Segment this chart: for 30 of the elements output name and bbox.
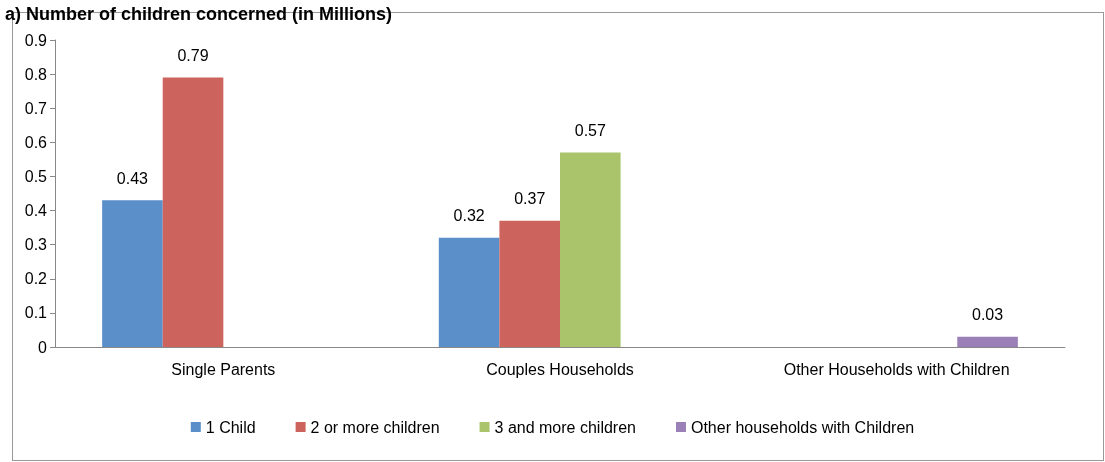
data-label: 0.03	[972, 306, 1004, 324]
y-tick-label: 0.2	[24, 270, 48, 288]
legend-label: 2 or more children	[310, 418, 440, 436]
y-tick-label: 0	[38, 338, 48, 356]
y-tick-label: 0.5	[24, 167, 48, 185]
data-label: 0.79	[177, 47, 209, 65]
legend-label: Other households with Children	[690, 418, 915, 436]
bar	[102, 200, 163, 347]
bar	[560, 152, 621, 347]
data-label: 0.32	[453, 207, 485, 225]
bar	[957, 336, 1018, 347]
y-tick-label: 0.8	[24, 65, 48, 83]
x-tick-label: Couples Households	[486, 360, 634, 378]
legend-label: 3 and more children	[494, 418, 636, 436]
x-tick-label: Single Parents	[171, 360, 276, 378]
x-tick-label: Other Households with Children	[783, 360, 1010, 378]
data-label: 0.37	[514, 190, 546, 208]
chart-title: a) Number of children concerned (in Millions)	[5, 4, 393, 24]
y-tick-label: 0.3	[24, 236, 48, 254]
y-tick-label: 0.6	[24, 133, 48, 151]
bar	[162, 77, 224, 347]
y-tick-label: 0.4	[24, 202, 48, 220]
y-tick-label: 0.1	[24, 304, 48, 322]
y-tick-label: 0.9	[24, 31, 48, 49]
data-label: 0.43	[116, 169, 149, 187]
data-label: 0.57	[574, 122, 606, 140]
bar	[438, 237, 500, 347]
y-tick-label: 0.7	[24, 99, 48, 117]
legend-label: 1 Child	[205, 418, 256, 436]
bar	[499, 220, 560, 347]
